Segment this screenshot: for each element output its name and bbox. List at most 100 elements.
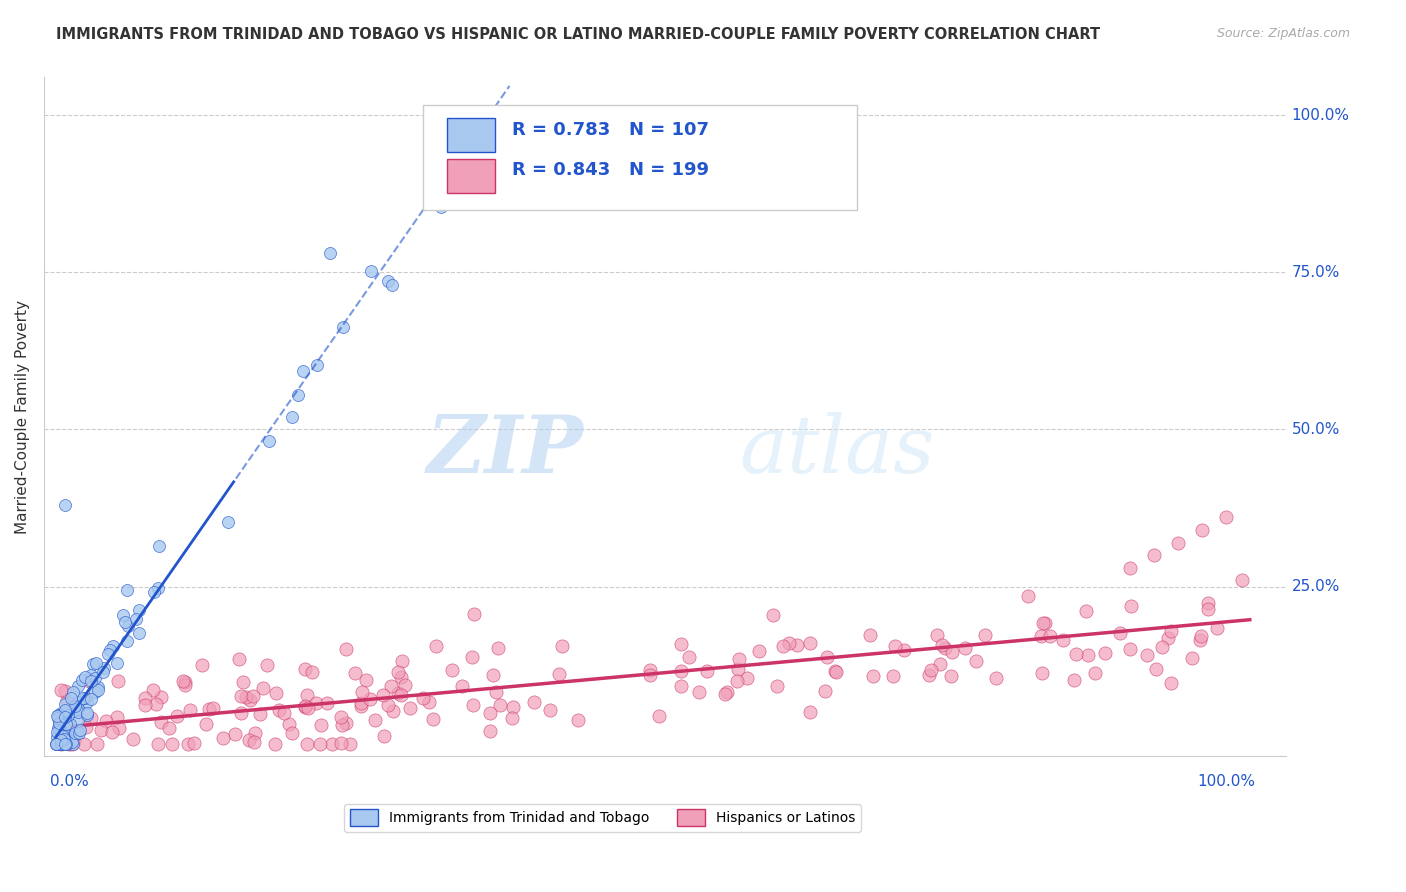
Point xyxy=(76,695,98,709)
Point xyxy=(160,737,183,751)
Point xyxy=(297,737,319,751)
Point xyxy=(294,699,316,714)
Point xyxy=(63,699,86,714)
Point xyxy=(429,200,451,214)
Point xyxy=(195,716,218,731)
Point xyxy=(75,720,97,734)
Point xyxy=(84,656,107,670)
Point xyxy=(1144,662,1167,676)
Text: 50.0%: 50.0% xyxy=(1292,422,1340,437)
Point xyxy=(461,650,484,665)
Text: atlas: atlas xyxy=(740,412,935,490)
Point xyxy=(387,686,409,700)
Point xyxy=(412,690,434,705)
Point xyxy=(688,685,710,699)
Point xyxy=(884,639,907,653)
Point xyxy=(101,640,124,654)
Point xyxy=(859,628,882,642)
Point xyxy=(778,636,800,650)
Point xyxy=(56,735,79,749)
Point xyxy=(1033,616,1056,631)
Point xyxy=(1206,621,1229,635)
Point xyxy=(238,732,260,747)
Point xyxy=(105,710,128,724)
Point xyxy=(83,671,105,685)
Point xyxy=(748,644,770,658)
Point xyxy=(49,735,72,749)
Point xyxy=(82,657,104,672)
Point xyxy=(918,668,941,682)
Point xyxy=(273,706,295,720)
Point xyxy=(669,637,692,651)
Point xyxy=(638,663,661,677)
Point xyxy=(73,737,96,751)
Point xyxy=(986,671,1008,685)
Point xyxy=(84,684,107,698)
Point xyxy=(53,730,76,744)
Text: 100.0%: 100.0% xyxy=(1198,773,1256,789)
Point xyxy=(1167,535,1189,549)
Point xyxy=(301,665,323,680)
Point xyxy=(1191,523,1213,537)
Point xyxy=(965,653,987,667)
Point xyxy=(239,693,262,707)
Point xyxy=(291,364,314,378)
Point xyxy=(329,710,352,724)
Point xyxy=(862,669,884,683)
Point xyxy=(183,736,205,750)
Point xyxy=(55,693,77,707)
Point xyxy=(66,705,89,719)
Point xyxy=(399,700,422,714)
Point xyxy=(305,697,328,711)
Point xyxy=(925,628,948,642)
Point xyxy=(94,714,117,728)
Point xyxy=(485,684,508,698)
Point xyxy=(1157,631,1180,645)
Point xyxy=(52,731,75,746)
Point xyxy=(815,649,838,664)
Point xyxy=(172,674,194,689)
Point xyxy=(735,672,758,686)
Point xyxy=(49,706,72,720)
Point xyxy=(714,687,737,701)
Point xyxy=(150,690,173,704)
Point xyxy=(281,726,304,740)
Point xyxy=(277,717,299,731)
FancyBboxPatch shape xyxy=(447,159,495,193)
Point xyxy=(115,634,138,648)
Point xyxy=(669,679,692,693)
Point xyxy=(786,639,808,653)
Point xyxy=(486,640,509,655)
Point xyxy=(53,735,76,749)
Point xyxy=(86,737,108,751)
Point xyxy=(105,656,128,670)
Point xyxy=(70,673,93,687)
Point xyxy=(893,643,915,657)
Point xyxy=(482,668,505,682)
Point xyxy=(45,737,67,751)
Point xyxy=(1063,673,1085,687)
Point xyxy=(522,695,544,709)
Point xyxy=(46,737,69,751)
Point xyxy=(799,636,821,650)
Point xyxy=(1039,629,1062,643)
Point xyxy=(1052,633,1074,648)
Point xyxy=(1084,665,1107,680)
Point xyxy=(350,696,373,710)
Point xyxy=(46,737,69,751)
Point xyxy=(309,737,332,751)
Point xyxy=(387,665,409,679)
Point xyxy=(772,639,794,653)
Point xyxy=(48,716,70,731)
Point xyxy=(51,735,73,749)
Point xyxy=(148,540,170,554)
Point xyxy=(53,684,76,698)
Point xyxy=(380,679,402,693)
Point xyxy=(46,730,69,744)
Point xyxy=(45,737,67,751)
Point xyxy=(257,434,280,449)
Point xyxy=(80,668,103,682)
Point xyxy=(1031,629,1053,643)
Point xyxy=(134,698,156,712)
Point xyxy=(49,729,72,743)
